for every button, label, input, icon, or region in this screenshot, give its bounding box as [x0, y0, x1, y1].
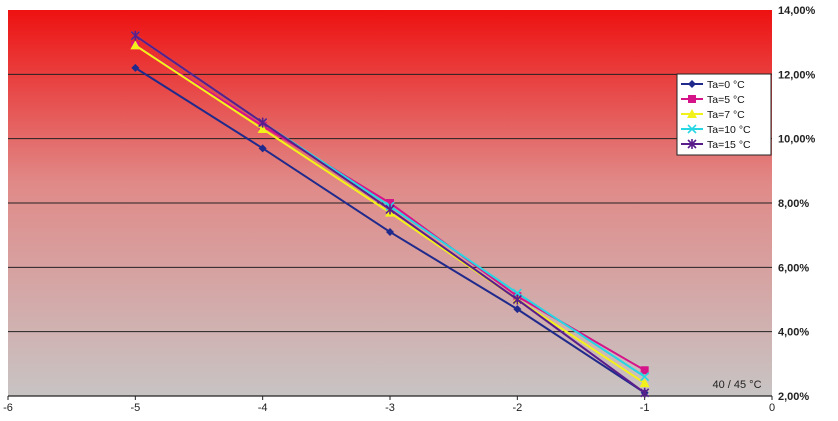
- data-point-marker: [130, 40, 141, 50]
- x-tick-label: -4: [258, 402, 268, 414]
- data-point-marker: [131, 63, 140, 72]
- axes: 2,00% 4,00% 6,00% 8,00% 10,00% 12,00% 14,00% -6…: [3, 5, 815, 414]
- data-point-marker: [130, 30, 140, 41]
- legend-label: Ta=0 °C: [707, 79, 745, 91]
- x-tick-label: 0: [769, 402, 775, 414]
- data-point-marker: [639, 378, 650, 388]
- data-point-marker: [687, 124, 697, 134]
- y-tick-label: 4,00%: [778, 327, 809, 339]
- legend-item: Ta=5 °C: [681, 94, 745, 106]
- data-point-marker: [258, 144, 267, 153]
- data-point-marker: [640, 366, 649, 375]
- series-layer: [130, 30, 650, 398]
- data-point-marker: [258, 117, 268, 128]
- data-point-marker: [385, 204, 395, 215]
- data-point-marker: [386, 227, 394, 236]
- x-tick-label: -3: [385, 402, 395, 414]
- x-tick-label: -2: [512, 402, 522, 414]
- y-tick-label: 6,00%: [778, 262, 809, 274]
- series-group: [130, 30, 650, 398]
- data-point-marker: [687, 109, 697, 118]
- annotation-label: 40 / 45 °C: [712, 379, 761, 391]
- data-point-marker: [640, 372, 650, 382]
- legend: Ta=0 °C Ta=5 °C Ta=7 °C Ta=10 °C Ta=15 °C: [676, 73, 772, 156]
- data-point-marker: [512, 294, 522, 305]
- data-point-marker: [513, 305, 522, 314]
- data-point-marker: [257, 124, 268, 134]
- data-point-marker: [688, 80, 696, 88]
- legend-item: Ta=15 °C: [681, 139, 751, 151]
- y-tick-label: 2,00%: [778, 391, 809, 403]
- data-point-marker: [386, 199, 394, 207]
- y-tick-label: 10,00%: [778, 134, 816, 146]
- y-tick-label: 8,00%: [778, 198, 809, 210]
- legend-item: Ta=10 °C: [681, 124, 751, 136]
- legend-label: Ta=5 °C: [707, 94, 745, 106]
- legend-label: Ta=10 °C: [707, 124, 751, 136]
- x-tick-label: -1: [640, 402, 650, 414]
- data-point-marker: [688, 95, 696, 103]
- x-tick-label: -6: [3, 402, 13, 414]
- legend-label: Ta=7 °C: [707, 109, 745, 121]
- data-point-marker: [687, 139, 697, 149]
- data-point-marker: [640, 387, 650, 398]
- y-tick-label: 12,00%: [778, 69, 816, 81]
- legend-label: Ta=15 °C: [707, 139, 751, 151]
- legend-item: Ta=7 °C: [681, 109, 745, 121]
- x-tick-label: -5: [130, 402, 140, 414]
- legend-item: Ta=0 °C: [681, 79, 745, 91]
- y-tick-label: 14,00%: [778, 5, 816, 17]
